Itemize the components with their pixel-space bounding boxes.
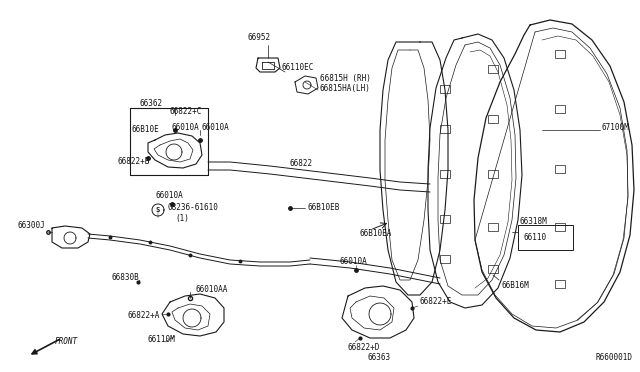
Text: FRONT: FRONT xyxy=(55,337,78,346)
Bar xyxy=(440,85,450,93)
Text: 66010A: 66010A xyxy=(340,257,368,266)
Text: 66363: 66363 xyxy=(368,353,391,362)
Bar xyxy=(488,170,498,178)
Text: 66B16M: 66B16M xyxy=(502,280,530,289)
Text: 66830B: 66830B xyxy=(112,273,140,282)
Text: 66815HA(LH): 66815HA(LH) xyxy=(320,83,371,93)
Text: 66110EC: 66110EC xyxy=(282,64,314,73)
Text: 66010A: 66010A xyxy=(155,190,183,199)
Text: 66815H (RH): 66815H (RH) xyxy=(320,74,371,83)
Text: 66822: 66822 xyxy=(290,158,313,167)
Text: 67100M: 67100M xyxy=(602,124,630,132)
Bar xyxy=(555,223,565,231)
Text: 66010A: 66010A xyxy=(172,124,200,132)
Bar xyxy=(555,105,565,113)
Text: (1): (1) xyxy=(175,214,189,222)
Text: 66822+B: 66822+B xyxy=(118,157,150,167)
Bar xyxy=(440,255,450,263)
Text: 66110: 66110 xyxy=(523,234,546,243)
Text: 66318M: 66318M xyxy=(520,218,548,227)
Text: 66362: 66362 xyxy=(140,99,163,108)
Bar xyxy=(488,65,498,73)
Text: 66822+A: 66822+A xyxy=(128,311,161,320)
Text: 66822+E: 66822+E xyxy=(420,298,452,307)
Text: 66B10E: 66B10E xyxy=(132,125,160,135)
Bar xyxy=(518,225,573,250)
Bar xyxy=(440,170,450,178)
Text: S: S xyxy=(156,207,160,213)
Text: 66822+D: 66822+D xyxy=(348,343,380,353)
Text: 08236-61610: 08236-61610 xyxy=(168,203,219,212)
Text: 66300J: 66300J xyxy=(18,221,45,230)
Text: 66952: 66952 xyxy=(248,33,271,42)
Text: 66B10EA: 66B10EA xyxy=(360,228,392,237)
Bar xyxy=(440,125,450,133)
Bar xyxy=(488,265,498,273)
Bar xyxy=(555,165,565,173)
Bar xyxy=(555,280,565,288)
Text: 66110M: 66110M xyxy=(148,336,176,344)
Text: 66010AA: 66010AA xyxy=(195,285,227,295)
Bar xyxy=(488,115,498,123)
Text: 66B10EB: 66B10EB xyxy=(307,203,339,212)
Text: 66010A: 66010A xyxy=(202,124,230,132)
Text: R660001D: R660001D xyxy=(595,353,632,362)
Bar xyxy=(488,223,498,231)
Bar xyxy=(555,50,565,58)
Bar xyxy=(440,215,450,223)
Text: 66822+C: 66822+C xyxy=(170,108,202,116)
